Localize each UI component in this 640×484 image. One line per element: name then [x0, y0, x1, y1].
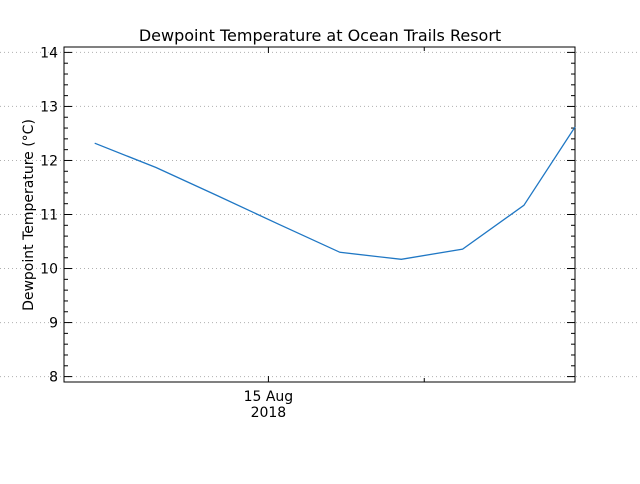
y-axis: 8 9 10 11 12 13 14 [40, 45, 575, 386]
y-tick-label: 9 [49, 316, 58, 332]
series-line-dewpoint [94, 126, 576, 260]
x-tick-label-year: 2018 [251, 405, 287, 421]
x-tick-label: 15 Aug [244, 389, 294, 405]
y-tick-label: 8 [49, 370, 58, 386]
y-tick-label: 13 [40, 99, 58, 115]
y-tick-label: 14 [40, 45, 58, 61]
series-group [94, 126, 576, 260]
chart-title: Dewpoint Temperature at Ocean Trails Res… [139, 26, 501, 45]
y-tick-label: 11 [40, 208, 58, 224]
y-tick-label: 10 [40, 262, 58, 278]
y-tick-label: 12 [40, 153, 58, 169]
y-axis-label: Dewpoint Temperature (°C) [21, 119, 37, 311]
gridlines [0, 51, 640, 378]
